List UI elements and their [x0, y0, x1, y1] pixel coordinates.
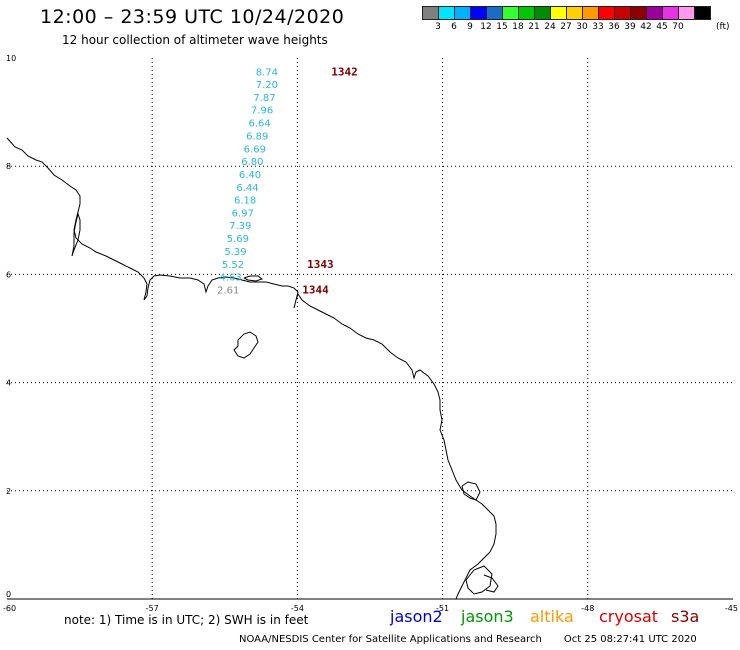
legend-item-cryosat: cryosat [599, 607, 659, 626]
color-scale-tick: 6 [451, 22, 457, 32]
coastline-delta-east [483, 574, 499, 593]
legend-item-jason3: jason3 [461, 607, 514, 626]
coastline-mainland [6, 137, 497, 600]
color-scale-labels: (ft) 3 6 9 12 15 18 21 24 27 30 33 36 39 42 45 70 [422, 20, 729, 34]
color-scale-tick: 24 [544, 22, 556, 32]
map-subtitle: 12 hour collection of altimeter wave hei… [62, 33, 328, 47]
coastline-delta [465, 565, 493, 595]
color-scale-tick: 70 [672, 22, 684, 32]
lon-tick-label: -45 [725, 604, 738, 613]
credit-footer: NOAA/NESDIS Center for Satellite Applica… [239, 634, 697, 645]
lat-tick-label: 4 [6, 379, 11, 388]
color-scale-tick: 33 [592, 22, 604, 32]
wave-height-value: 6.44 [236, 183, 258, 194]
color-scale-tick: 21 [528, 22, 540, 32]
coastline-island-west [71, 212, 81, 257]
lat-tick-label: 6 [6, 270, 11, 279]
coastline-islands-south [461, 481, 481, 501]
color-scale-tick: 9 [467, 22, 473, 32]
color-scale-tick: 18 [512, 22, 524, 32]
inland-lake [233, 331, 259, 359]
wave-height-value: 7.96 [251, 105, 273, 116]
legend-item-s3a: s3a [671, 607, 700, 626]
pass-number-label: 1344 [302, 284, 329, 297]
color-scale-unit: (ft) [716, 22, 730, 32]
wave-height-value: 6.69 [244, 144, 266, 155]
lon-tick-label: -60 [3, 604, 16, 613]
wave-height-value: 6.80 [241, 157, 263, 168]
wave-height-value: 6.89 [246, 131, 268, 142]
color-scale-tick: 30 [576, 22, 588, 32]
wave-height-value: 6.64 [249, 118, 271, 129]
lon-tick-label: -57 [146, 604, 159, 613]
wave-height-color-scale: (ft) 3 6 9 12 15 18 21 24 27 30 33 36 39 42 45 70 [422, 6, 730, 34]
wave-observations: 8.747.20 7.877.96 6.64 6.89 6.69 6.80 6.40 6.44… [217, 68, 278, 297]
credit-text: NOAA/NESDIS Center for Satellite Applica… [239, 634, 542, 645]
wave-height-value: 5.52 [222, 260, 244, 271]
generated-timestamp: Oct 25 08:27:41 UTC 2020 [563, 634, 697, 645]
lat-tick-label: 8 [6, 162, 11, 171]
wave-height-value: 4.63 [219, 273, 241, 284]
wave-height-value: 6.18 [234, 196, 256, 207]
color-scale-tick: 3 [435, 22, 441, 32]
color-scale-tick: 42 [640, 22, 652, 32]
pass-number-label: 1343 [307, 258, 334, 271]
color-scale-tick: 36 [608, 22, 620, 32]
lon-tick-label: -54 [291, 604, 304, 613]
coastline [6, 137, 499, 600]
legend-item-jason2: jason2 [390, 607, 443, 626]
footnote: note: 1) Time is in UTC; 2) SWH is in fe… [64, 613, 309, 627]
wave-height-value: 8.74 [256, 68, 278, 79]
map-gridlines [7, 58, 733, 599]
wave-height-value: 5.39 [224, 247, 246, 258]
wave-height-value: 2.61 [217, 286, 239, 297]
color-scale-tick: 27 [560, 22, 572, 32]
wave-height-value: 7.20 [256, 80, 278, 91]
lat-tick-label: 2 [6, 487, 11, 496]
lon-tick-label: -48 [581, 604, 594, 613]
lat-tick-label: 0 [6, 590, 11, 599]
color-scale-tick: 39 [624, 22, 636, 32]
wave-height-value: 6.40 [239, 170, 261, 181]
legend-item-altika: altika [530, 607, 574, 626]
wave-height-value: 6.97 [232, 209, 254, 220]
lat-tick-label: 10 [6, 54, 16, 63]
lon-tick-label: -51 [436, 604, 449, 613]
wave-height-value: 7.87 [253, 93, 275, 104]
pass-labels: 1342 1343 1344 [302, 66, 358, 297]
color-scale-tick: 45 [656, 22, 668, 32]
map-title: 12:00 – 23:59 UTC 10/24/2020 [40, 6, 345, 28]
color-scale-tick: 15 [496, 22, 508, 32]
map-axes: -60 -57 -54 -51 -48 -45 0 2 4 6 8 10 [3, 54, 738, 613]
color-scale-swatches [422, 6, 711, 20]
color-scale-tick: 12 [480, 22, 492, 32]
coastline-bay [243, 275, 264, 282]
wave-height-value: 5.69 [227, 234, 249, 245]
pass-number-label: 1342 [331, 66, 358, 79]
wave-height-value: 7.39 [229, 221, 251, 232]
color-swatch [694, 6, 711, 20]
